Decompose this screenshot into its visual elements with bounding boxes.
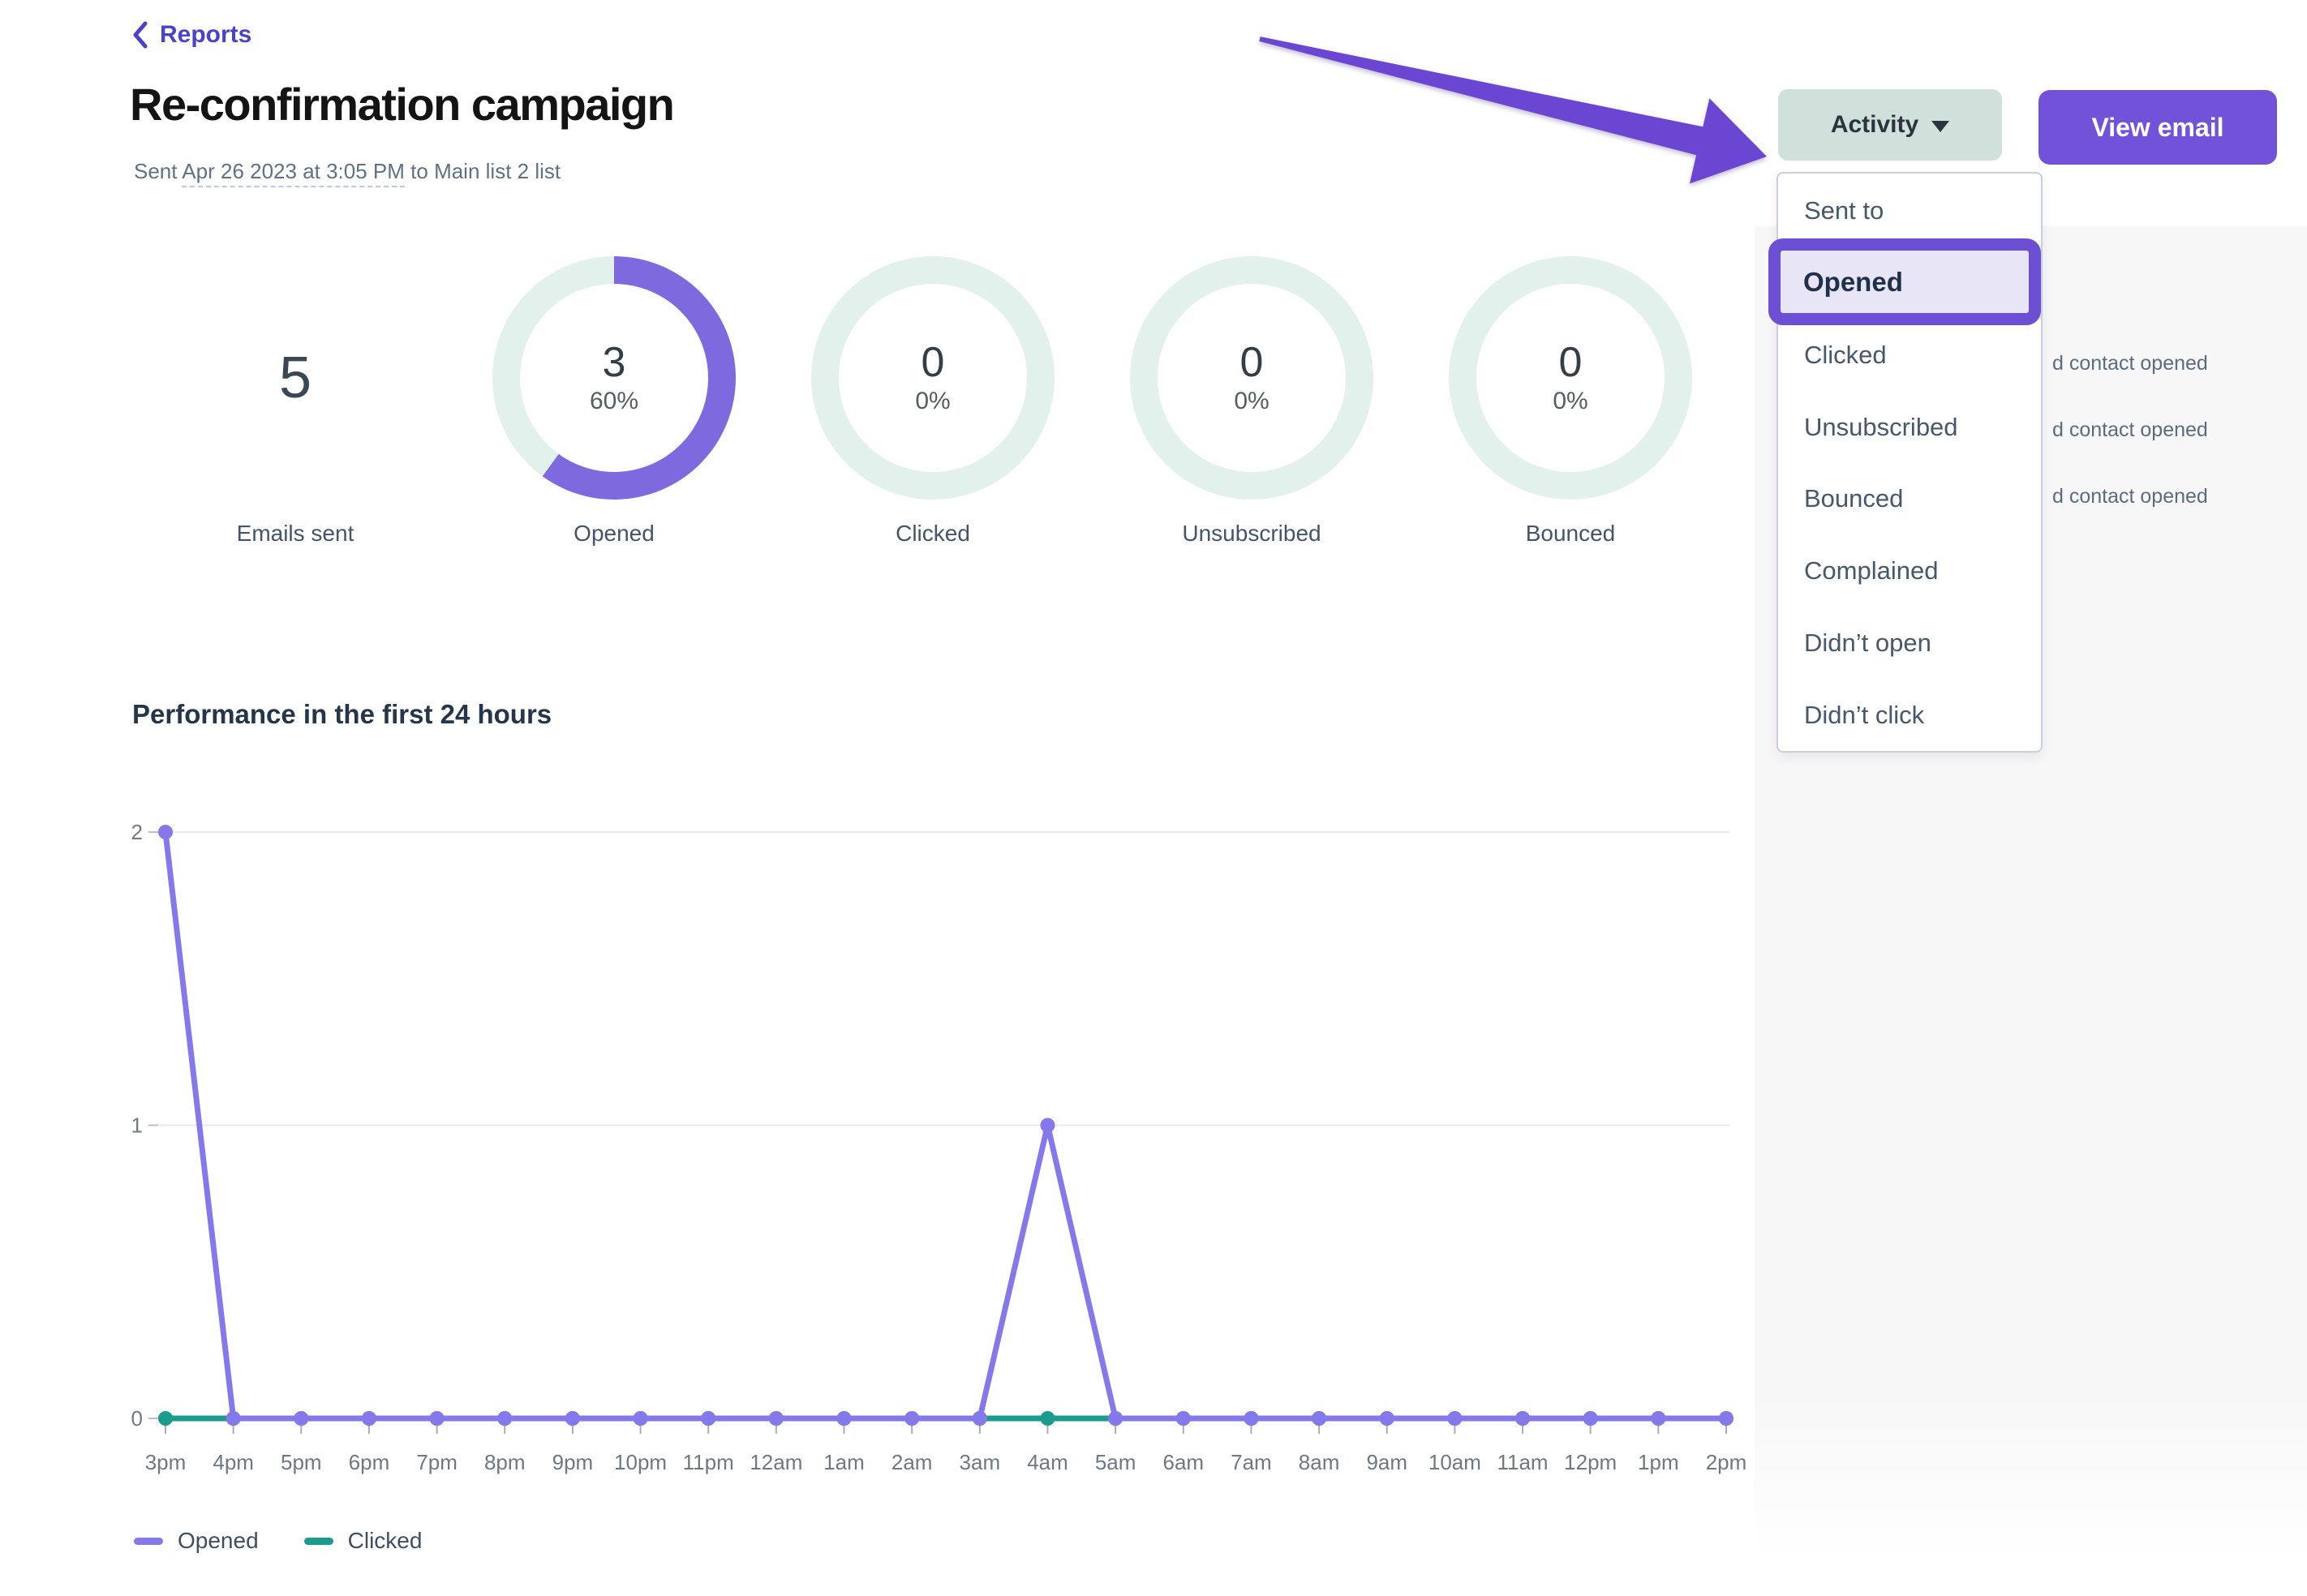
selected-item-label: Opened	[1803, 266, 1903, 297]
stat-emails-sent: 5 Emails sent	[174, 256, 417, 574]
chevron-left-icon	[133, 21, 148, 49]
clicked-donut-chart: 0 0%	[811, 256, 1055, 500]
svg-text:2pm: 2pm	[1706, 1450, 1747, 1474]
svg-text:1pm: 1pm	[1638, 1450, 1679, 1474]
hidden-activity-row-text: d contact opened	[2052, 352, 2208, 375]
chart-title: Performance in the first 24 hours	[132, 699, 552, 729]
svg-text:5am: 5am	[1095, 1450, 1136, 1474]
legend-label-opened: Opened	[178, 1528, 259, 1553]
dropdown-item-sent-to[interactable]: Sent to	[1804, 196, 1884, 225]
svg-text:9am: 9am	[1366, 1450, 1407, 1474]
stat-label: Opened	[574, 521, 655, 546]
donut-center: 0 0%	[839, 284, 1027, 472]
view-email-label: View email	[2091, 112, 2224, 142]
stat-label: Bounced	[1525, 521, 1616, 546]
svg-text:1: 1	[131, 1113, 143, 1138]
page-title: Re-confirmation campaign	[130, 79, 675, 130]
svg-text:2am: 2am	[891, 1450, 933, 1474]
view-email-button[interactable]: View email	[2038, 90, 2277, 165]
svg-text:7pm: 7pm	[416, 1450, 458, 1474]
svg-text:2: 2	[131, 820, 143, 844]
stat-percent: 60%	[589, 388, 639, 415]
svg-text:4am: 4am	[1027, 1450, 1068, 1474]
legend-item-clicked[interactable]: Clicked	[303, 1528, 423, 1554]
svg-text:1am: 1am	[823, 1450, 865, 1474]
legend-item-opened[interactable]: Opened	[134, 1528, 259, 1554]
svg-text:10pm: 10pm	[614, 1450, 667, 1474]
svg-text:8pm: 8pm	[484, 1450, 526, 1474]
clicked-series-swatch	[303, 1537, 333, 1545]
dropdown-item-complained[interactable]: Complained	[1804, 556, 1939, 586]
stat-donut: 0 0%	[1130, 256, 1373, 500]
svg-text:5pm: 5pm	[281, 1450, 322, 1474]
performance-line-chart: 0 1 2 3pm 4pm 5pm 6pm 7pm 8pm 9pm 10pm 11pm 12am 1am 2…	[131, 820, 1747, 1474]
activity-dropdown-button[interactable]: Activity	[1778, 89, 2002, 161]
chart-legend: Opened Clicked	[134, 1528, 422, 1554]
dropdown-item-bounced[interactable]: Bounced	[1804, 484, 1904, 513]
svg-text:12am: 12am	[750, 1450, 802, 1474]
dropdown-item-didn-t-click[interactable]: Didn’t click	[1804, 700, 1925, 729]
stat-unsubscribed: 0 0% Unsubscribed	[1130, 256, 1373, 574]
stat-bounced: 0 0% Bounced	[1449, 256, 1692, 574]
svg-text:3pm: 3pm	[145, 1450, 187, 1474]
svg-text:12pm: 12pm	[1564, 1450, 1617, 1474]
sent-prefix: Sent	[134, 159, 178, 183]
svg-text:0: 0	[131, 1406, 143, 1431]
dropdown-item-clicked[interactable]: Clicked	[1804, 340, 1887, 369]
sent-date[interactable]: Apr 26 2023 at 3:05 PM	[182, 159, 405, 187]
opened-donut-chart: 3 60%	[492, 256, 736, 500]
stat-value: 5	[278, 345, 312, 410]
svg-text:4pm: 4pm	[213, 1450, 254, 1474]
stat-donut: 3 60%	[492, 256, 736, 500]
svg-text:3am: 3am	[960, 1450, 1001, 1474]
donut-center: 3 60%	[520, 284, 708, 472]
svg-text:11pm: 11pm	[683, 1450, 734, 1474]
stat-opened: 3 60% Opened	[492, 256, 736, 574]
stat-label: Unsubscribed	[1182, 521, 1321, 546]
opened-series-swatch	[134, 1537, 163, 1545]
svg-text:8am: 8am	[1299, 1450, 1340, 1474]
donut-center: 0 0%	[1476, 284, 1665, 472]
breadcrumb-label: Reports	[160, 21, 252, 48]
stat-value: 3	[602, 338, 626, 386]
svg-text:6pm: 6pm	[349, 1450, 390, 1474]
unsubscribed-donut-chart: 0 0%	[1130, 256, 1373, 500]
sent-suffix: to Main list 2 list	[410, 159, 561, 183]
stat-value: 0	[1558, 338, 1583, 386]
stat-clicked: 0 0% Clicked	[811, 256, 1055, 574]
legend-label-clicked: Clicked	[347, 1528, 423, 1553]
campaign-sent-info: Sent Apr 26 2023 at 3:05 PM to Main list…	[134, 159, 561, 187]
stat-donut: 0 0%	[1449, 256, 1692, 500]
hidden-activity-row-text: d contact opened	[2052, 418, 2208, 441]
stat-percent: 0%	[1553, 388, 1588, 415]
hidden-activity-row-text: d contact opened	[2052, 485, 2208, 508]
stat-label: Clicked	[896, 521, 970, 546]
dropdown-item-didn-t-open[interactable]: Didn’t open	[1804, 628, 1931, 657]
stat-percent: 0%	[1234, 388, 1269, 415]
bounced-donut-chart: 0 0%	[1449, 256, 1692, 500]
stat-label: Emails sent	[236, 521, 354, 546]
breadcrumb-back-reports[interactable]: Reports	[132, 21, 251, 49]
donut-center: 0 0%	[1158, 284, 1346, 472]
svg-text:11am: 11am	[1497, 1450, 1548, 1474]
opened-selection-annotation: Opened	[1768, 238, 2041, 325]
chevron-down-icon	[1931, 121, 1950, 132]
svg-text:9pm: 9pm	[552, 1450, 594, 1474]
activity-button-label: Activity	[1830, 111, 1919, 138]
stat-value: 0	[1239, 338, 1264, 386]
stat-value: 0	[921, 338, 945, 386]
svg-text:10am: 10am	[1428, 1450, 1481, 1474]
svg-text:6am: 6am	[1162, 1450, 1204, 1474]
stat-percent: 0%	[915, 388, 951, 415]
emails-sent-number: 5	[174, 256, 417, 500]
svg-text:7am: 7am	[1231, 1450, 1272, 1474]
stat-donut: 0 0%	[811, 256, 1055, 500]
dropdown-item-unsubscribed[interactable]: Unsubscribed	[1804, 412, 1958, 441]
